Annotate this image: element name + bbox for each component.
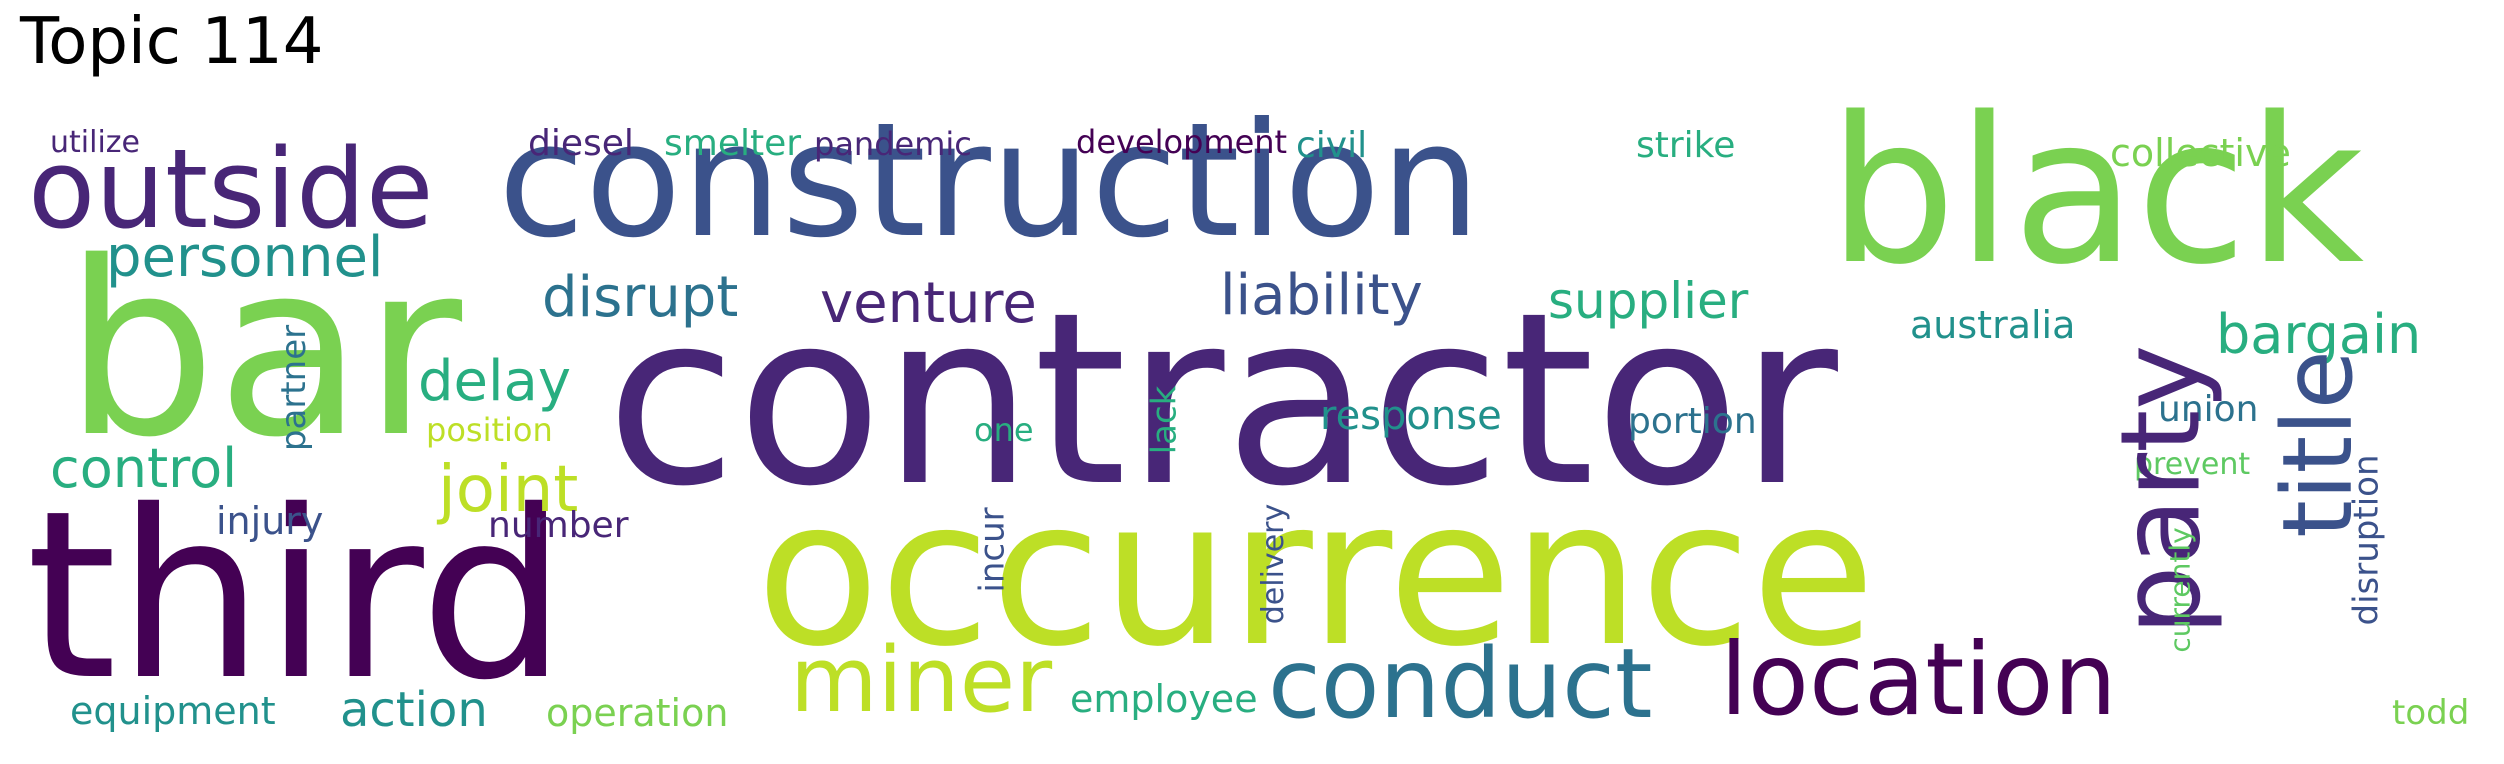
- word-injury: injury: [216, 499, 324, 543]
- word-delivery: delivery: [1256, 503, 1292, 625]
- word-bargain: bargain: [2216, 303, 2422, 366]
- word-personnel: personnel: [106, 225, 384, 290]
- word-currently: currently: [2163, 527, 2197, 653]
- word-response: lack: [1143, 385, 1184, 455]
- word-equipment: equipment: [70, 689, 276, 733]
- word-conduct: conduct: [1268, 628, 1653, 740]
- word-venture: venture: [820, 271, 1037, 336]
- word-joint: joint: [438, 453, 579, 527]
- word-black: black: [1828, 73, 2365, 309]
- word-union: union: [2158, 389, 2259, 430]
- word-action: action: [340, 682, 488, 738]
- word-outside: outside: [28, 125, 434, 253]
- word-one: one: [974, 411, 1034, 449]
- word-position: position: [426, 411, 553, 449]
- word-disrupt: disrupt: [542, 265, 739, 330]
- word-number: number: [488, 505, 629, 546]
- word-civil: civil: [1296, 125, 1368, 166]
- word-employee: employee: [1070, 677, 1258, 721]
- word-partner: partner: [274, 324, 315, 452]
- word-collective: collective: [2110, 131, 2291, 175]
- word-diesel: diesel: [528, 123, 634, 164]
- word-operation: operation: [546, 691, 729, 735]
- word-location: location: [1720, 621, 2117, 738]
- word-supplier: supplier: [1548, 272, 1749, 330]
- word-portion: portion: [1628, 401, 1757, 442]
- word-utilize: utilize: [50, 125, 140, 160]
- word-third: third: [26, 461, 568, 731]
- word-incur: incur: [972, 507, 1013, 593]
- word-smelter: smelter: [664, 123, 802, 164]
- word-australia: australia: [1910, 303, 2076, 347]
- word-strike: strike: [1636, 125, 1736, 166]
- word-pandemic: pandemic: [814, 125, 972, 163]
- word-disruption: disruption: [2345, 454, 2386, 626]
- word-delay: delay: [418, 349, 572, 414]
- word-liability: liability: [1220, 263, 1423, 328]
- word-party: party: [2095, 344, 2224, 636]
- word-prevent: prevent: [2134, 447, 2251, 482]
- word-contractor: contractor: [606, 262, 1838, 539]
- page-title: Topic 114: [20, 5, 324, 79]
- word-miner: miner: [790, 628, 1053, 733]
- word-occurrence: occurrence: [756, 455, 1876, 691]
- word-development: development: [1076, 123, 1288, 161]
- word-construction: construction: [498, 89, 1481, 273]
- word-control: control: [50, 437, 238, 500]
- word-lack: response: [1320, 393, 1502, 439]
- word-todd: todd: [2392, 693, 2470, 733]
- word-bar: bar: [64, 210, 463, 490]
